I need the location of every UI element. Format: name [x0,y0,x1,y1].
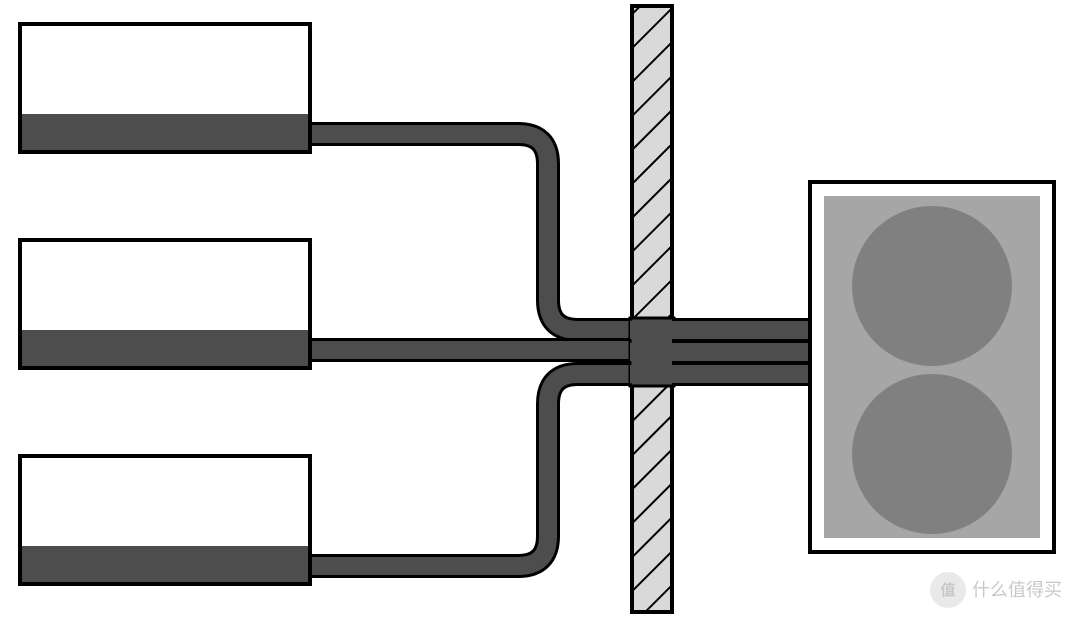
indoor-unit [20,456,310,584]
watermark-badge-char: 值 [940,581,955,599]
watermark-text: 什么值得买 [972,580,1062,600]
outdoor-unit-fan [852,206,1012,366]
indoor-unit [20,240,310,368]
outdoor-unit [810,182,1054,552]
indoor-unit [20,24,310,152]
wall [632,6,672,612]
indoor-unit-louver [22,114,308,150]
indoor-unit-louver [22,330,308,366]
hvac-multi-split-diagram: 值什么值得买 [0,0,1080,618]
outdoor-unit-fan [852,374,1012,534]
indoor-unit-louver [22,546,308,582]
